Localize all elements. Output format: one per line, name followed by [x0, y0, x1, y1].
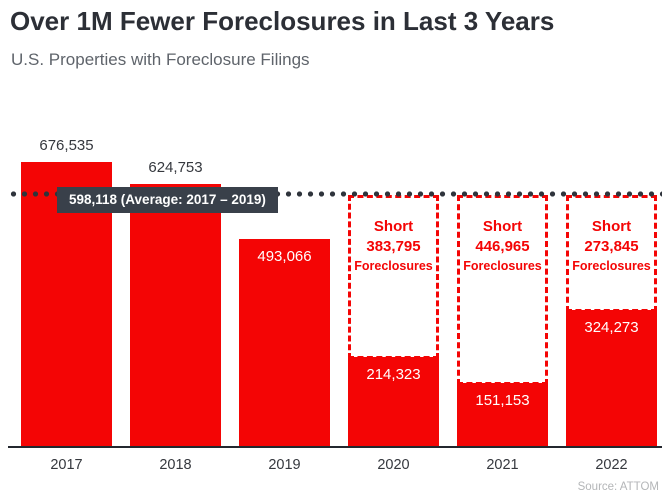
bar-value-2019: 493,066 — [257, 248, 312, 265]
bar-2019 — [239, 239, 330, 447]
short-suffix-2022: Foreclosures — [572, 258, 651, 273]
short-prefix-2020: Short — [373, 218, 414, 235]
average-dotted-line — [8, 191, 662, 197]
short-amount-2021: 446,965 — [475, 238, 530, 256]
x-tick-2017: 2017 — [50, 457, 83, 473]
bar-column-2019: 493,066 2019 — [239, 130, 330, 473]
bar-2020 — [348, 357, 439, 447]
bar-2021 — [457, 383, 548, 447]
average-badge: 598,118 (Average: 2017 – 2019) — [57, 187, 278, 213]
short-prefix-2021: Short — [482, 218, 523, 235]
short-amount-2020: 383,795 — [366, 238, 421, 256]
bar-2018 — [130, 184, 221, 447]
plot-area: 676,535 2017 624,753 2018 493,066 2019 214,323… — [21, 130, 657, 473]
short-box-2021: Short 446,965 Foreclosures — [457, 195, 548, 385]
short-box-2022: Short 273,845 Foreclosures — [566, 195, 657, 312]
chart-subtitle: U.S. Properties with Foreclosure Filings — [11, 50, 310, 69]
x-tick-2021: 2021 — [486, 457, 519, 473]
x-tick-2020: 2020 — [377, 457, 410, 473]
bar-value-2020: 214,323 — [366, 366, 421, 383]
chart-title: Over 1M Fewer Foreclosures in Last 3 Yea… — [10, 6, 555, 36]
short-prefix-2022: Short — [591, 218, 632, 235]
short-box-2020: Short 383,795 Foreclosures — [348, 195, 439, 359]
bar-value-2018: 624,753 — [148, 159, 203, 176]
short-suffix-2021: Foreclosures — [463, 258, 542, 273]
x-tick-2019: 2019 — [268, 457, 301, 473]
short-suffix-2020: Foreclosures — [354, 258, 433, 273]
short-amount-2022: 273,845 — [584, 238, 639, 256]
bar-column-2017: 676,535 2017 — [21, 130, 112, 473]
bar-column-2018: 624,753 2018 — [130, 130, 221, 473]
source-attribution: Source: ATTOM — [577, 481, 659, 493]
bar-column-2020: 214,323 Short 383,795 Foreclosures 2020 — [348, 130, 439, 473]
x-axis-line — [8, 446, 662, 448]
bar-column-2021: 151,153 Short 446,965 Foreclosures 2021 — [457, 130, 548, 473]
bar-2022 — [566, 310, 657, 447]
x-tick-2018: 2018 — [159, 457, 192, 473]
bar-value-2021: 151,153 — [475, 392, 530, 409]
bar-value-2017: 676,535 — [39, 137, 94, 154]
bar-value-2022: 324,273 — [584, 319, 639, 336]
x-tick-2022: 2022 — [595, 457, 628, 473]
bar-column-2022: 324,273 Short 273,845 Foreclosures 2022 — [566, 130, 657, 473]
